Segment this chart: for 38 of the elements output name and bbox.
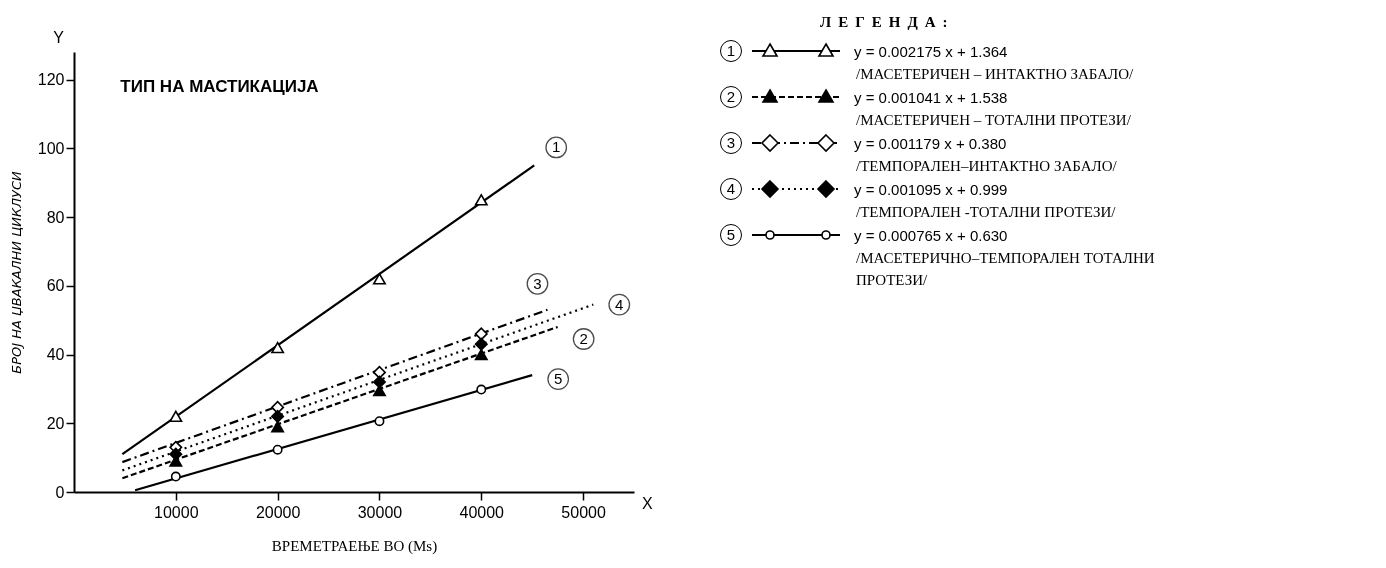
y-tick-label: 80 xyxy=(46,208,65,226)
legend-label: 2 xyxy=(720,86,742,108)
text: y = 0.001179 x + 0.380 xyxy=(854,134,1007,152)
legend-label: 5 xyxy=(720,224,742,246)
text: y = 0.002175 x + 1.364 xyxy=(854,42,1008,60)
y-tick-label: 100 xyxy=(37,139,65,157)
x-axis-title: ВРЕМЕТРАЕЊЕ ВО (Ms) xyxy=(271,537,438,555)
x-tick-label: 30000 xyxy=(357,503,403,521)
text: /ТЕМПОРАЛЕН -ТОТАЛНИ ПРОТЕЗИ/ xyxy=(856,203,1117,222)
y-tick-label: 60 xyxy=(46,277,65,295)
x-tick-label: 50000 xyxy=(561,503,606,521)
text: 3 xyxy=(533,274,542,292)
legend-label: 1 xyxy=(720,40,742,62)
x-tick-label: 10000 xyxy=(154,503,199,521)
text: y = 0.001041 x + 1.538 xyxy=(854,88,1008,106)
text: y = 0.000765 x + 0.630 xyxy=(854,226,1008,244)
y-tick-label: 40 xyxy=(46,346,65,363)
text: Y xyxy=(53,29,65,46)
legend-title: ЛЕГЕНДА: xyxy=(820,14,956,31)
text: ТИП НА МАСТИКАЦИЈА xyxy=(120,77,319,96)
text: y = 0.001095 x + 0.999 xyxy=(854,180,1008,198)
y-tick-label: 120 xyxy=(37,71,65,88)
y-tick-label: 20 xyxy=(46,414,65,432)
text: X xyxy=(642,495,653,512)
y-axis-title: БРОЈ НА ЏВАКАЛНИ ЦИКЛУСИ xyxy=(8,171,24,374)
text: /ТЕМПОРАЛЕН–ИНТАКТНО ЗАБАЛО/ xyxy=(856,157,1118,176)
text: 1 xyxy=(552,138,561,156)
text: /МАСЕТЕРИЧНО–ТЕМПОРАЛЕН ТОТАЛНИ ПРОТЕЗИ/ xyxy=(856,249,1156,290)
text: 4 xyxy=(615,295,624,313)
text: 5 xyxy=(554,370,563,388)
text: /МАСЕТЕРИЧЕН – ИНТАКТНО ЗАБАЛО/ xyxy=(856,65,1135,84)
y-tick-label: 0 xyxy=(55,483,65,501)
legend-label: 3 xyxy=(720,132,742,154)
text: 2 xyxy=(579,330,588,347)
legend-label: 4 xyxy=(720,178,742,200)
x-tick-label: 20000 xyxy=(255,503,301,521)
x-tick-label: 40000 xyxy=(459,503,505,521)
text: /МАСЕТЕРИЧЕН – ТОТАЛНИ ПРОТЕЗИ/ xyxy=(856,111,1132,130)
